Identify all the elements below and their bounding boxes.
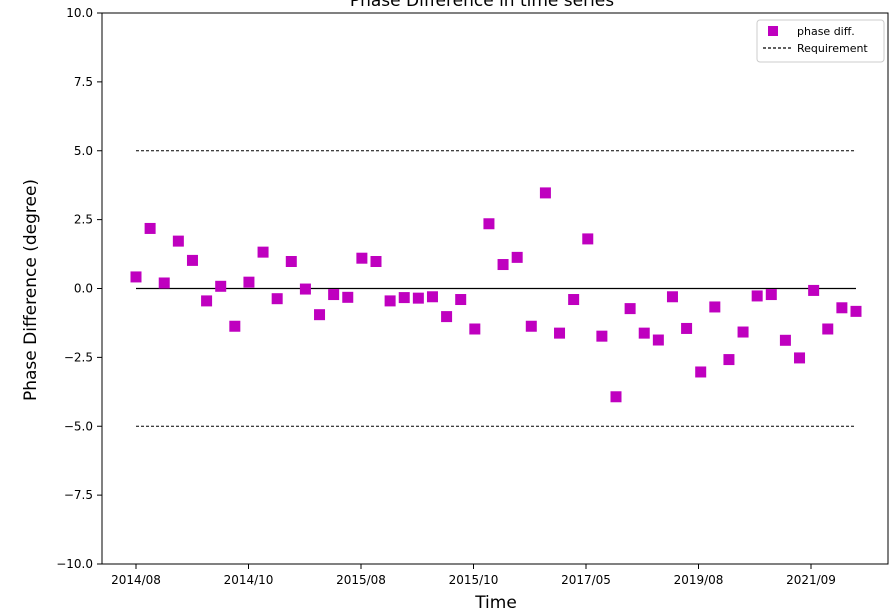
data-point (525, 320, 537, 332)
data-point (342, 291, 354, 303)
data-points (130, 187, 862, 403)
data-point (850, 305, 862, 317)
y-tick-label: 2.5 (74, 213, 93, 227)
y-tick-label: 0.0 (74, 282, 93, 296)
data-point (398, 292, 410, 304)
data-point (229, 320, 241, 332)
data-point (822, 323, 834, 335)
data-point (201, 295, 213, 307)
data-point (709, 301, 721, 313)
data-point (582, 233, 594, 245)
data-point (328, 289, 340, 301)
legend-label-phase-diff: phase diff. (797, 25, 855, 38)
data-point (257, 246, 269, 258)
data-point (144, 222, 156, 234)
data-point (384, 295, 396, 307)
y-tick-label: 5.0 (74, 144, 93, 158)
data-point (751, 290, 763, 302)
reference-lines (136, 150, 856, 427)
data-point (666, 291, 678, 303)
data-point (299, 283, 311, 295)
data-point (652, 334, 664, 346)
plot-area (101, 12, 889, 565)
legend-frame (756, 19, 885, 63)
y-axis-label: Phase Difference (degree) (21, 179, 41, 401)
y-tick-label: −7.5 (64, 488, 93, 502)
data-point (624, 303, 636, 315)
x-axis: 2014/08 2014/10 2015/08 2015/10 2017/05 2019/… (111, 564, 836, 587)
x-tick-label: 2014/08 (111, 573, 161, 587)
data-point (186, 254, 198, 266)
data-point (130, 271, 142, 283)
y-tick-label: −10.0 (56, 557, 93, 571)
data-point (455, 294, 467, 306)
x-tick-label: 2015/08 (336, 573, 386, 587)
data-point (794, 352, 806, 364)
y-tick-label: −2.5 (64, 350, 93, 364)
data-point (172, 235, 184, 247)
legend: phase diff. Requirement (756, 19, 885, 63)
data-point (596, 330, 608, 342)
data-point (638, 327, 650, 339)
data-point (412, 292, 424, 304)
data-point (426, 291, 438, 303)
data-point (158, 277, 170, 289)
y-tick-label: 10.0 (66, 6, 93, 20)
data-point (497, 259, 509, 271)
y-tick-label: 7.5 (74, 75, 93, 89)
data-point (314, 309, 326, 321)
data-point (215, 280, 227, 292)
data-point (441, 311, 453, 323)
data-point (243, 276, 255, 288)
x-axis-label: Time (474, 593, 517, 613)
data-point (554, 327, 566, 339)
data-point (695, 366, 707, 378)
data-point (483, 218, 495, 230)
data-point (681, 322, 693, 334)
data-point (568, 294, 580, 306)
data-point (370, 256, 382, 268)
x-tick-label: 2015/10 (449, 573, 499, 587)
legend-marker-phase-diff (768, 26, 778, 36)
legend-label-requirement: Requirement (797, 42, 868, 55)
x-tick-label: 2019/08 (674, 573, 724, 587)
y-axis: −10.0 −7.5 −5.0 −2.5 0.0 2.5 5.0 7.5 10.0 (56, 6, 102, 571)
data-point (271, 293, 283, 305)
data-point (737, 326, 749, 338)
data-point (836, 302, 848, 314)
data-point (808, 284, 820, 296)
x-tick-label: 2021/09 (786, 573, 836, 587)
data-point (779, 334, 791, 346)
data-point (765, 289, 777, 301)
data-point (539, 187, 551, 199)
data-point (285, 256, 297, 268)
x-tick-label: 2017/05 (561, 573, 611, 587)
data-point (511, 251, 523, 263)
x-tick-label: 2014/10 (224, 573, 274, 587)
data-point (469, 323, 481, 335)
data-point (610, 391, 622, 403)
y-tick-label: −5.0 (64, 419, 93, 433)
chart-title: Phase Difference in time series (350, 0, 614, 11)
data-point (723, 354, 735, 366)
data-point (356, 252, 368, 264)
